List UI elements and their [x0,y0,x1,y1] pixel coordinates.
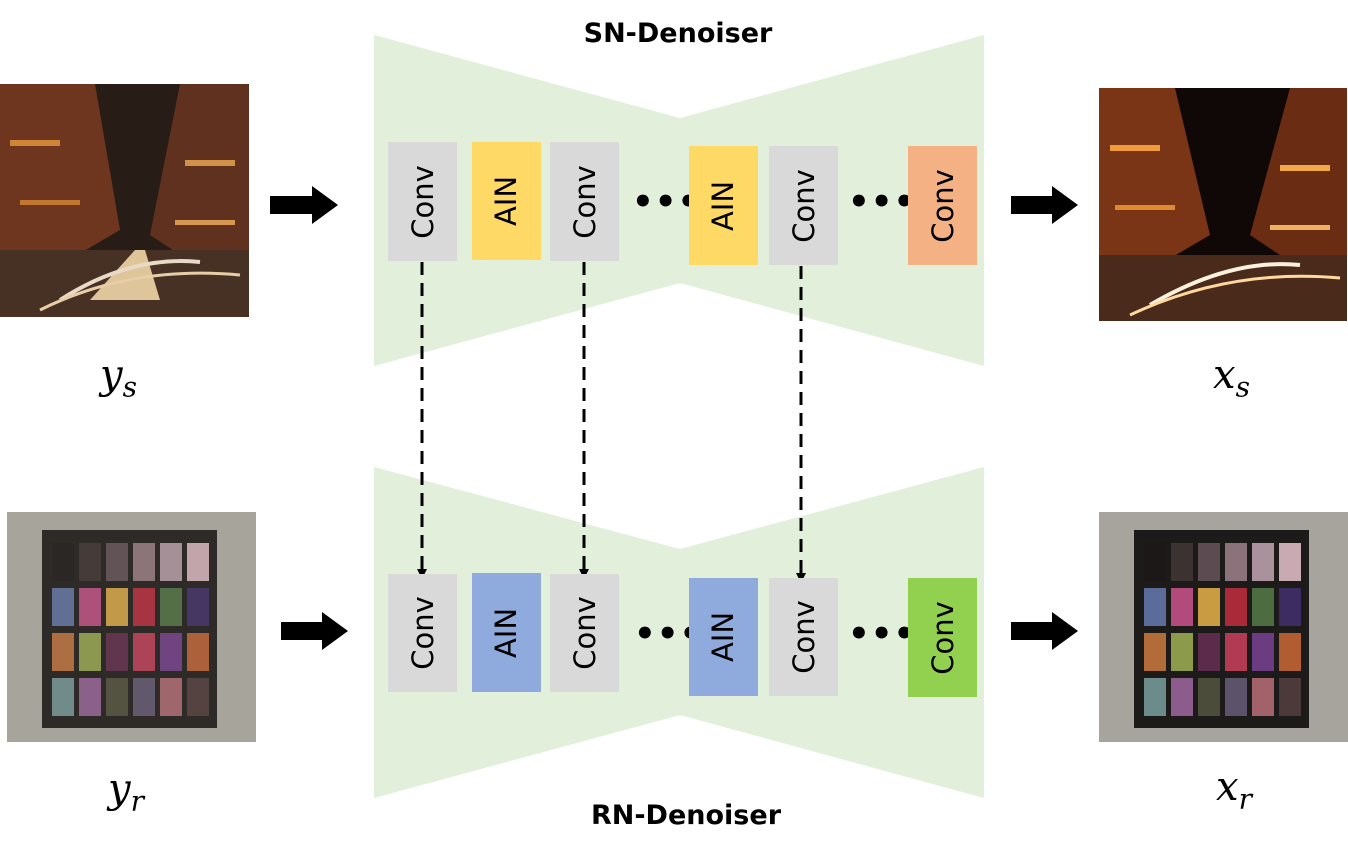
rn-conv-block-3-label: Conv [786,600,821,674]
rn-ain-block-2: AIN [689,578,758,696]
rn-conv-block-3: Conv [769,578,838,696]
label-y-s-sub: s [122,370,137,404]
sn-ain-block-1: AIN [472,142,541,260]
arrow-output-top [1011,186,1078,224]
label-x-r-sub: r [1238,782,1252,816]
rn-conv-block-2-label: Conv [567,596,602,670]
rn-conv-block-final: Conv [908,578,977,697]
rn-ain-block-1-label: AIN [489,607,524,658]
clean-street-photo [1099,88,1347,321]
label-y-r: yr [108,766,144,817]
arrow-input-top [270,186,338,224]
sn-conv-block-1: Conv [388,142,457,261]
rn-conv-block-1-label: Conv [405,596,440,670]
rn-conv-block-final-label: Conv [925,600,960,675]
rn-denoiser-hourglass [374,467,984,798]
sn-conv-block-final-label: Conv [925,168,960,243]
sn-conv-block-3: Conv [769,146,838,265]
label-y-s: ys [100,352,137,403]
label-x-s-sub: s [1235,370,1250,404]
clean-color-checker-photo [1099,512,1348,742]
noisy-color-checker-photo [7,512,256,742]
label-y-r-sub: r [130,784,144,818]
label-y-s-symbol: y [100,352,123,398]
label-x-s-symbol: x [1213,352,1236,398]
rn-conv-block-1: Conv [388,574,457,692]
label-x-r-symbol: x [1216,764,1239,810]
sn-ain-block-1-label: AIN [489,175,524,227]
sn-conv-block-2-label: Conv [567,164,602,239]
sn-ain-block-2-label: AIN [706,180,741,231]
sn-conv-block-1-label: Conv [405,164,440,239]
sn-conv-block-final: Conv [908,146,977,265]
rn-denoiser-title: RN-Denoiser [590,800,782,831]
rn-ellipsis-2: ••• [848,614,917,654]
rn-ain-block-1: AIN [472,573,541,692]
sn-conv-block-2: Conv [550,142,619,261]
noisy-street-photo [0,84,249,317]
rn-conv-block-2: Conv [550,574,619,692]
arrow-output-bottom [1011,612,1078,650]
label-y-r-symbol: y [108,766,131,812]
sn-denoiser-title: SN-Denoiser [583,18,773,49]
sn-ellipsis-1: ••• [632,182,701,222]
sn-ain-block-2: AIN [689,146,758,265]
label-x-s: xs [1213,352,1250,403]
sn-ellipsis-2: ••• [848,182,917,222]
sn-denoiser-hourglass [374,35,984,366]
arrow-input-bottom [281,612,348,650]
sn-conv-block-3-label: Conv [786,168,821,243]
label-x-r: xr [1216,764,1252,815]
rn-ain-block-2-label: AIN [706,611,741,663]
